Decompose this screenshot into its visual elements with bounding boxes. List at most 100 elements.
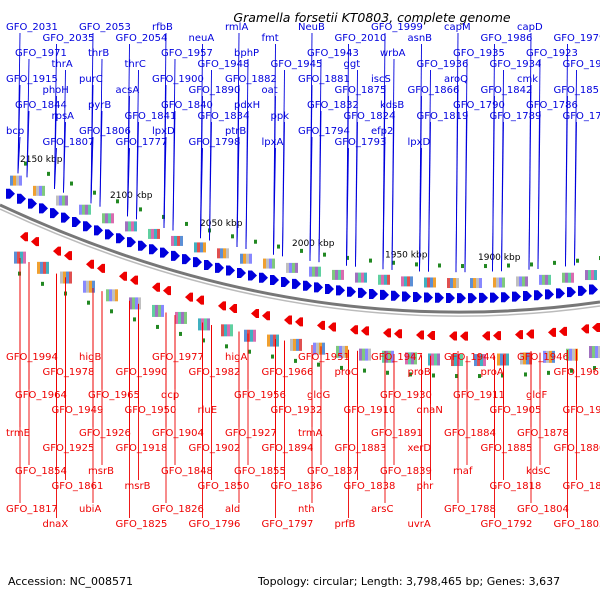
- plus-leader-line: [63, 121, 66, 193]
- minus-gene-label: GFO_1792: [481, 519, 533, 530]
- rna-marker: [484, 264, 487, 269]
- annotation-block: [338, 269, 341, 280]
- rna-marker: [340, 365, 343, 370]
- plus-leader-line: [501, 121, 504, 272]
- annotation-block: [454, 354, 457, 367]
- annotation-block: [39, 185, 42, 196]
- plus-leader-line: [127, 147, 130, 217]
- rna-marker: [110, 309, 113, 314]
- annotation-block: [470, 278, 473, 289]
- plus-gene-label: GFO_1945: [271, 59, 323, 70]
- plus-gene-arrow: [127, 237, 136, 248]
- minus-gene-label: GFO_1994: [6, 352, 58, 363]
- annotation-block: [40, 261, 43, 274]
- plus-gene-arrow: [435, 292, 444, 303]
- annotation-block: [155, 304, 158, 317]
- minus-gene-label: uvrA: [408, 519, 431, 530]
- plus-leader-line: [17, 84, 21, 174]
- annotation-block: [457, 354, 460, 367]
- annotation-block: [404, 276, 407, 287]
- annotation-block: [414, 352, 417, 365]
- annotation-block: [362, 348, 365, 361]
- annotation-block: [157, 228, 160, 239]
- annotation-block: [102, 213, 105, 224]
- minus-gene-arrow: [163, 286, 171, 296]
- plus-gene-arrow: [72, 216, 81, 227]
- plus-leader-line: [282, 121, 285, 257]
- annotation-block: [154, 228, 157, 239]
- rna-marker: [139, 207, 142, 212]
- annotation-block: [66, 271, 69, 284]
- minus-gene-arrow: [317, 320, 325, 330]
- annotation-block: [431, 353, 434, 366]
- plus-gene-label: iscS: [371, 74, 391, 85]
- annotation-block: [592, 346, 595, 359]
- plus-leader-line: [309, 136, 313, 261]
- minus-gene-label: GFO_1837: [307, 466, 359, 477]
- minus-gene-label: GFO_1966: [262, 367, 314, 378]
- minus-gene-arrow: [152, 282, 160, 292]
- annotation-block: [253, 329, 256, 342]
- minus-gene-label: ald: [225, 504, 240, 515]
- minus-gene-arrow: [416, 330, 424, 340]
- plus-gene-label: GFO_1841: [125, 111, 177, 122]
- minus-gene-arrow: [295, 317, 303, 327]
- annotation-block: [385, 350, 388, 363]
- annotation-block: [293, 338, 296, 351]
- rna-marker: [363, 368, 366, 373]
- minus-gene-label: rluE: [198, 405, 218, 416]
- plus-gene-label: GFO_1943: [307, 48, 359, 59]
- plus-leader-line: [355, 121, 358, 267]
- plus-gene-arrow: [39, 203, 48, 214]
- plus-gene-arrow: [149, 244, 158, 255]
- annotation-block: [309, 266, 312, 277]
- minus-gene-arrow: [581, 324, 589, 334]
- rna-marker: [202, 338, 205, 343]
- annotation-block: [286, 262, 289, 273]
- plus-gene-arrow: [160, 247, 169, 258]
- plus-gene-label: GFO_1786: [526, 100, 578, 111]
- feature-tracks: [6, 161, 600, 379]
- genome-summary-text: Topology: circular; Length: 3,798,465 bp…: [257, 575, 560, 588]
- minus-gene-label: dcp: [161, 390, 179, 401]
- plus-gene-label: GFO_1881: [298, 74, 350, 85]
- annotation-block: [178, 311, 181, 324]
- plus-gene-arrow: [270, 274, 279, 285]
- annotation-block: [273, 334, 276, 347]
- annotation-block: [217, 248, 220, 259]
- plus-gene-arrow: [138, 240, 147, 251]
- minus-gene-label: GFO_1904: [152, 428, 204, 439]
- plus-gene-label: GFO_1915: [6, 74, 58, 85]
- annotation-block: [503, 353, 506, 366]
- annotation-block: [270, 334, 273, 347]
- annotation-block: [401, 276, 404, 287]
- annotation-block: [546, 350, 549, 363]
- annotation-block: [529, 352, 532, 365]
- minus-gene-label: GFO_1854: [15, 466, 67, 477]
- minus-gene-label: higB: [79, 352, 101, 363]
- plus-gene-label: GFO_1790: [453, 100, 505, 111]
- annotation-block: [313, 342, 316, 355]
- plus-gene-label: GFO_1890: [189, 85, 241, 96]
- annotation-block: [365, 348, 368, 361]
- minus-gene-label: GFO_1797: [262, 519, 314, 530]
- minus-gene-label: GFO_1861: [52, 481, 104, 492]
- annotation-block: [525, 276, 528, 287]
- plus-gene-label: GFO_1957: [161, 48, 213, 59]
- plus-leader-line: [200, 147, 203, 239]
- annotation-block: [85, 204, 88, 215]
- annotation-block: [290, 338, 293, 351]
- plus-leader-line: [574, 121, 577, 266]
- plus-gene-arrow: [325, 283, 334, 294]
- plus-gene-arrow: [578, 285, 587, 296]
- plus-gene-arrow: [292, 278, 301, 289]
- annotation-block: [263, 258, 266, 269]
- annotation-block: [502, 277, 505, 288]
- plus-leader-line: [209, 121, 212, 241]
- annotation-block: [378, 274, 381, 285]
- minus-gene-label: GFO_1944: [444, 352, 496, 363]
- annotation-block: [361, 272, 364, 283]
- annotation-block: [539, 274, 542, 285]
- plus-gene-label: pyrB: [88, 100, 111, 111]
